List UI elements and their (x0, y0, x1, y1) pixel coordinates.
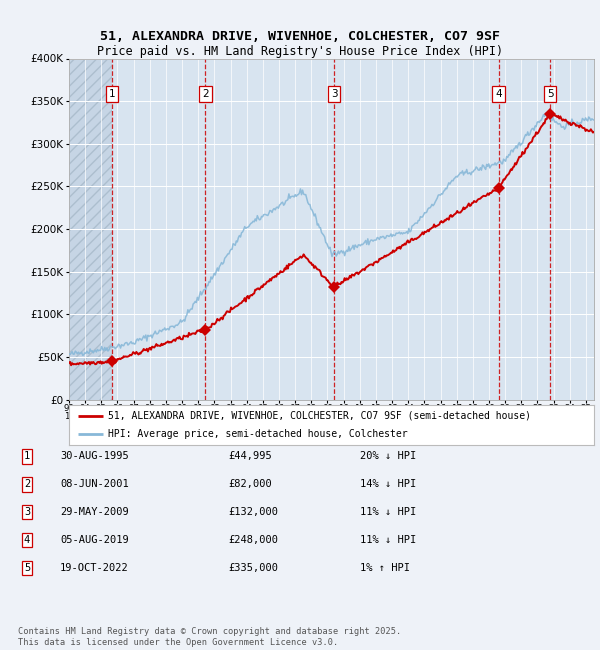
Text: £248,000: £248,000 (228, 535, 278, 545)
Text: 5: 5 (547, 89, 554, 99)
Text: 05-AUG-2019: 05-AUG-2019 (60, 535, 129, 545)
Bar (69, 58, 112, 400)
Text: Price paid vs. HM Land Registry's House Price Index (HPI): Price paid vs. HM Land Registry's House … (97, 45, 503, 58)
Text: 11% ↓ HPI: 11% ↓ HPI (360, 535, 416, 545)
Text: 5: 5 (24, 563, 30, 573)
Text: 20% ↓ HPI: 20% ↓ HPI (360, 451, 416, 462)
Text: 19-OCT-2022: 19-OCT-2022 (60, 563, 129, 573)
Text: HPI: Average price, semi-detached house, Colchester: HPI: Average price, semi-detached house,… (109, 430, 408, 439)
Text: £44,995: £44,995 (228, 451, 272, 462)
Text: 08-JUN-2001: 08-JUN-2001 (60, 479, 129, 489)
Text: 1% ↑ HPI: 1% ↑ HPI (360, 563, 410, 573)
Text: 3: 3 (24, 507, 30, 517)
Text: 4: 4 (24, 535, 30, 545)
Text: 1: 1 (109, 89, 115, 99)
Text: 29-MAY-2009: 29-MAY-2009 (60, 507, 129, 517)
Text: 14% ↓ HPI: 14% ↓ HPI (360, 479, 416, 489)
Text: 4: 4 (495, 89, 502, 99)
Text: 30-AUG-1995: 30-AUG-1995 (60, 451, 129, 462)
Text: 51, ALEXANDRA DRIVE, WIVENHOE, COLCHESTER, CO7 9SF: 51, ALEXANDRA DRIVE, WIVENHOE, COLCHESTE… (100, 30, 500, 43)
Text: £335,000: £335,000 (228, 563, 278, 573)
Text: 1: 1 (24, 451, 30, 462)
Text: £82,000: £82,000 (228, 479, 272, 489)
Text: Contains HM Land Registry data © Crown copyright and database right 2025.
This d: Contains HM Land Registry data © Crown c… (18, 627, 401, 647)
Text: 3: 3 (331, 89, 337, 99)
Text: 11% ↓ HPI: 11% ↓ HPI (360, 507, 416, 517)
Text: 51, ALEXANDRA DRIVE, WIVENHOE, COLCHESTER, CO7 9SF (semi-detached house): 51, ALEXANDRA DRIVE, WIVENHOE, COLCHESTE… (109, 411, 532, 421)
Text: £132,000: £132,000 (228, 507, 278, 517)
Text: 2: 2 (202, 89, 209, 99)
Text: 2: 2 (24, 479, 30, 489)
